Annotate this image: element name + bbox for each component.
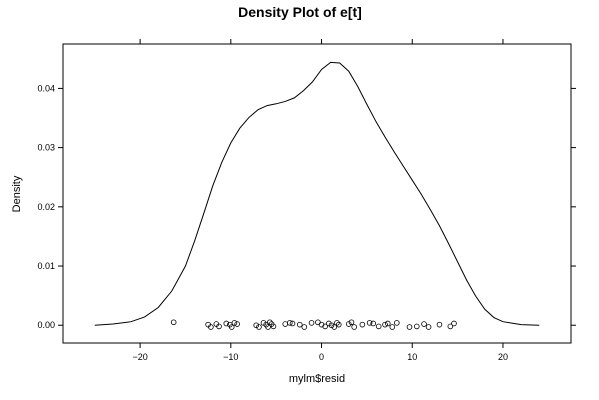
rug-point [322,323,328,330]
y-axis-label: Density [11,175,23,212]
rug-point [425,324,432,330]
rug-point [256,324,262,330]
rug-point [331,324,338,330]
rug-point [216,323,222,330]
rug-point [334,320,340,326]
y-tick-label: 0.01 [37,261,55,271]
rug-point [328,322,335,329]
rug-point [370,320,377,327]
rug-point [208,324,214,330]
rug-point [265,324,271,330]
y-tick-label: 0.00 [37,320,55,330]
rug-point [375,323,382,330]
rug-point [348,319,355,326]
rug-point [389,324,396,330]
rug-point [301,324,308,330]
rug-point [382,321,388,328]
rug-point [223,320,230,327]
x-axis: −20 −10 0 10 20 [132,39,508,362]
rug-point [335,321,342,328]
rug-point [296,321,303,328]
x-axis-label: mylm$resid [289,373,345,385]
x-tick-label: −20 [132,352,147,362]
rug-point [308,320,315,326]
rug-point [436,321,443,328]
rug-points [170,319,457,330]
density-curve [94,61,540,326]
rug-point [267,319,273,326]
x-tick-label: 10 [407,352,417,362]
rug-point [447,323,454,330]
rug-point [384,320,391,327]
y-tick-label: 0.04 [37,83,55,93]
y-tick-label: 0.03 [37,143,55,153]
rug-point [228,324,235,330]
rug-point [451,320,457,327]
rug-point [231,320,238,326]
rug-point [234,321,240,327]
y-tick-label: 0.02 [37,202,55,212]
x-tick-label: 20 [498,352,508,362]
rug-point [351,324,357,330]
plot-frame [62,43,572,344]
rug-point [289,320,296,327]
y-axis: 0.00 0.01 0.02 0.03 0.04 [37,83,576,330]
rug-point [406,324,413,330]
rug-point [170,319,177,326]
rug-point [270,323,277,330]
rug-point [359,321,366,328]
x-tick-label: −10 [223,352,238,362]
x-tick-label: 0 [319,352,324,362]
rug-point [394,320,400,326]
rug-point [366,320,373,326]
chart-title: Density Plot of e[t] [238,4,362,20]
rug-point [421,321,427,327]
rug-point [286,320,293,326]
rug-point [413,323,420,330]
